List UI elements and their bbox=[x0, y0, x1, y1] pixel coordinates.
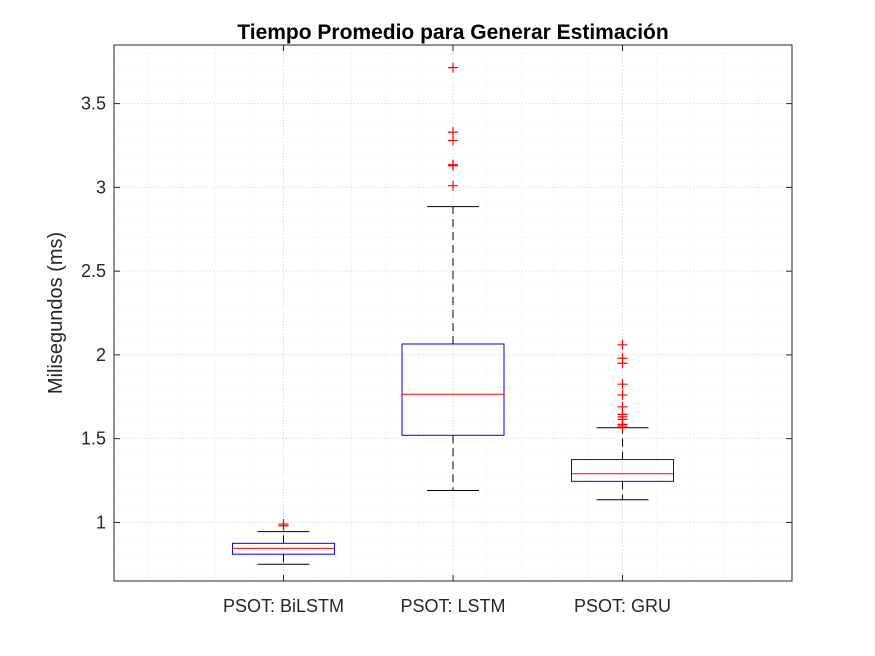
outlier-point bbox=[617, 390, 628, 401]
outlier-point bbox=[617, 339, 628, 350]
box-layer bbox=[232, 62, 674, 565]
outlier-point bbox=[617, 353, 628, 364]
outlier-point bbox=[617, 401, 628, 412]
outlier-point bbox=[448, 62, 458, 73]
x-tick-label: PSOT: BiLSTM bbox=[223, 596, 344, 616]
x-tick-label: PSOT: GRU bbox=[574, 596, 671, 616]
y-tick-label: 2 bbox=[96, 345, 106, 365]
y-tick-label: 2.5 bbox=[81, 261, 106, 281]
outlier-point bbox=[617, 379, 628, 390]
x-tick-label: PSOT: LSTM bbox=[400, 596, 505, 616]
tick-layer: 1 1.5 2 2.5 3 3.5 PSOT: BiLSTM PSOT: LSTM PSOT: … bbox=[81, 45, 792, 616]
y-tick-label: 1 bbox=[96, 512, 106, 532]
iqr-box bbox=[401, 343, 505, 436]
outlier-point bbox=[448, 127, 458, 138]
outlier-point bbox=[448, 180, 458, 191]
y-axis-label: Milisegundos (ms) bbox=[45, 232, 67, 394]
chart-title: Tiempo Promedio para Generar Estimación bbox=[237, 21, 668, 44]
y-tick-label: 3.5 bbox=[81, 94, 106, 114]
outlier-point bbox=[448, 135, 458, 146]
outlier-point bbox=[448, 159, 458, 170]
iqr-box bbox=[571, 459, 674, 482]
box-group bbox=[232, 519, 335, 565]
outlier-point bbox=[278, 519, 289, 530]
y-tick-label: 3 bbox=[96, 177, 106, 197]
y-tick-label: 1.5 bbox=[81, 429, 106, 449]
box-group bbox=[571, 339, 674, 501]
box-group bbox=[401, 62, 505, 492]
